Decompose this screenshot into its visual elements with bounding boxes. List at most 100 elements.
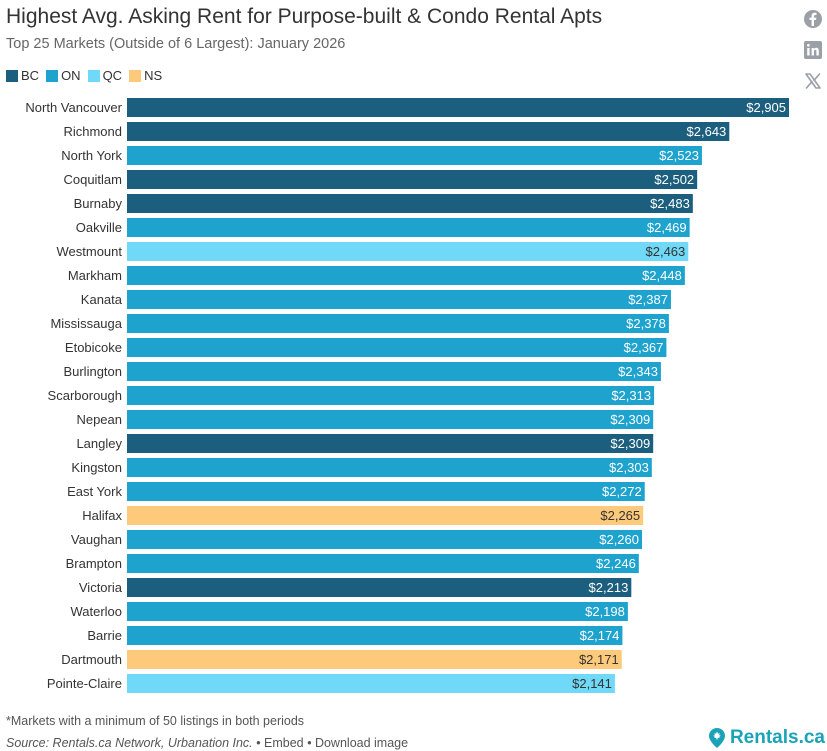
- x-icon: [805, 73, 821, 89]
- bar[interactable]: [127, 122, 730, 141]
- bar[interactable]: [127, 386, 655, 405]
- linkedin-share-button[interactable]: [800, 37, 826, 63]
- legend-label: BC: [21, 68, 40, 83]
- bar[interactable]: [127, 650, 622, 669]
- bar[interactable]: [127, 98, 789, 117]
- linkedin-icon: [804, 41, 822, 59]
- legend-item-ns[interactable]: NS: [129, 68, 162, 83]
- value-label: $2,213: [589, 580, 629, 595]
- category-label: Coquitlam: [63, 172, 122, 187]
- value-label: $2,523: [659, 148, 699, 163]
- value-label: $2,313: [611, 388, 651, 403]
- legend-item-qc[interactable]: QC: [87, 68, 122, 83]
- value-label: $2,198: [585, 604, 625, 619]
- separator-dot: •: [256, 736, 264, 750]
- bar[interactable]: [127, 554, 639, 573]
- embed-link[interactable]: Embed: [264, 736, 304, 750]
- category-label: Markham: [68, 268, 122, 283]
- category-label: Brampton: [66, 556, 122, 571]
- category-label: Oakville: [76, 220, 122, 235]
- category-label: East York: [67, 484, 122, 499]
- rentals-ca-logo[interactable]: Rentals.ca: [708, 727, 825, 749]
- legend-swatch: [46, 69, 59, 82]
- source-line: Source: Rentals.ca Network, Urbanation I…: [6, 736, 408, 750]
- category-label: Kanata: [81, 292, 123, 307]
- bar[interactable]: [127, 626, 623, 645]
- bar[interactable]: [127, 506, 644, 525]
- legend-swatch: [87, 69, 100, 82]
- bar[interactable]: [127, 602, 628, 621]
- legend-item-bc[interactable]: BC: [6, 68, 39, 83]
- value-label: $2,309: [610, 412, 650, 427]
- category-label: Richmond: [63, 124, 122, 139]
- value-label: $2,469: [647, 220, 687, 235]
- category-label: Westmount: [56, 244, 122, 259]
- bar[interactable]: [127, 314, 669, 333]
- bar[interactable]: [127, 578, 632, 597]
- legend-label: NS: [144, 68, 163, 83]
- chart-title: Highest Avg. Asking Rent for Purpose-bui…: [6, 5, 603, 28]
- bar[interactable]: [127, 458, 652, 477]
- x-share-button[interactable]: [800, 68, 826, 94]
- map-pin-icon: [708, 728, 725, 748]
- category-label: Nepean: [76, 412, 122, 427]
- value-label: $2,260: [599, 532, 639, 547]
- category-label: North York: [61, 148, 122, 163]
- legend-label: ON: [61, 68, 81, 83]
- value-label: $2,483: [650, 196, 690, 211]
- bar[interactable]: [127, 530, 643, 549]
- category-label: Etobicoke: [65, 340, 122, 355]
- value-label: $2,905: [746, 100, 786, 115]
- bar[interactable]: [127, 362, 661, 381]
- value-label: $2,141: [572, 676, 612, 691]
- category-label: Victoria: [79, 580, 123, 595]
- bar[interactable]: [127, 146, 702, 165]
- chart-subtitle: Top 25 Markets (Outside of 6 Largest): J…: [6, 36, 346, 52]
- value-label: $2,265: [600, 508, 640, 523]
- category-label: Dartmouth: [61, 652, 122, 667]
- category-label: Pointe-Claire: [47, 676, 122, 691]
- bar[interactable]: [127, 410, 654, 429]
- category-label: North Vancouver: [25, 100, 122, 115]
- bar[interactable]: [127, 338, 667, 357]
- value-label: $2,174: [580, 628, 620, 643]
- category-label: Langley: [76, 436, 122, 451]
- download-image-link[interactable]: Download image: [314, 736, 409, 750]
- value-label: $2,303: [609, 460, 649, 475]
- facebook-icon: [804, 10, 822, 28]
- category-label: Burnaby: [74, 196, 123, 211]
- bar[interactable]: [127, 194, 693, 213]
- value-label: $2,171: [579, 652, 619, 667]
- legend-item-on[interactable]: ON: [46, 68, 81, 83]
- footnote: *Markets with a minimum of 50 listings i…: [6, 714, 305, 728]
- category-label: Scarborough: [48, 388, 122, 403]
- bar[interactable]: [127, 170, 698, 189]
- value-label: $2,387: [628, 292, 668, 307]
- value-label: $2,502: [654, 172, 694, 187]
- value-label: $2,367: [624, 340, 664, 355]
- bar[interactable]: [127, 242, 689, 261]
- value-label: $2,309: [610, 436, 650, 451]
- category-label: Burlington: [63, 364, 122, 379]
- facebook-share-button[interactable]: [800, 6, 826, 32]
- category-label: Waterloo: [70, 604, 122, 619]
- chart-legend: BC ON QC NS: [6, 68, 169, 83]
- value-label: $2,378: [626, 316, 666, 331]
- value-label: $2,246: [596, 556, 636, 571]
- bar[interactable]: [127, 482, 645, 501]
- bar[interactable]: [127, 266, 685, 285]
- bar[interactable]: [127, 674, 615, 693]
- category-label: Halifax: [82, 508, 122, 523]
- bar-chart: North Vancouver $2,905 Richmond $2,643 North…: [25, 98, 789, 693]
- legend-swatch: [129, 69, 142, 82]
- value-label: $2,643: [687, 124, 727, 139]
- bar[interactable]: [127, 290, 671, 309]
- category-label: Mississauga: [50, 316, 122, 331]
- bar[interactable]: [127, 434, 654, 453]
- legend-swatch: [6, 69, 18, 82]
- category-label: Kingston: [71, 460, 122, 475]
- bar[interactable]: [127, 218, 690, 237]
- category-label: Barrie: [87, 628, 122, 643]
- value-label: $2,343: [618, 364, 658, 379]
- category-label: Vaughan: [71, 532, 122, 547]
